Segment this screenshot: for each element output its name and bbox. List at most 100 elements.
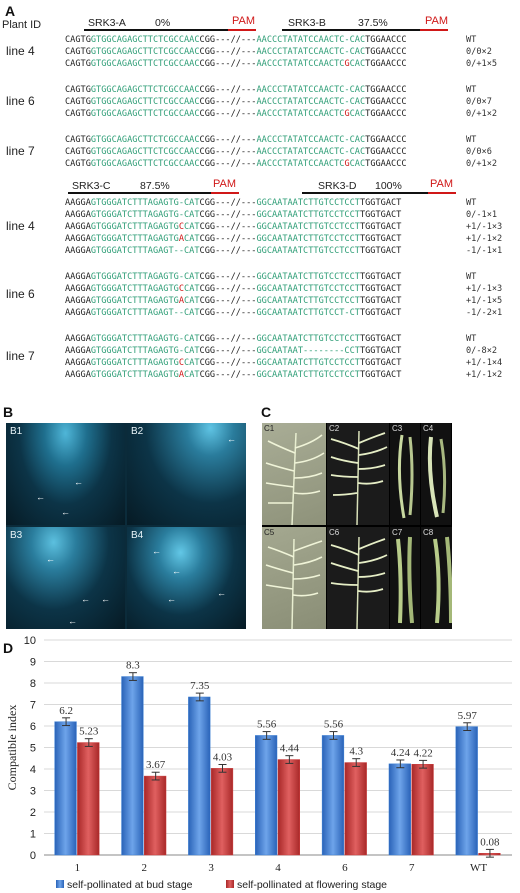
sequence-segment: ---//--- [215,346,257,356]
sequence-row: CAGTGGTGGCAGAGCTTCTCGCCAACCGG---//---AAC… [65,134,407,146]
sequence-segment: GTGGGATCTTTAGAGTG-CAT [90,272,200,282]
tile-label-b2: B2 [131,426,144,437]
arrow-icon: ← [172,566,181,576]
data-label: 0.08 [480,836,500,848]
silique-c6: C6 [327,527,389,629]
sequence-row: AAGGAGTGGGATCTTTAGAGTG-CATCGG---//---GGC… [65,345,401,357]
sequence-segment: CGG [199,272,216,282]
silique-c4: C4 [421,423,451,525]
sequence-segment: TGGTGACT [359,222,402,232]
tile-label-c3: C3 [392,424,403,433]
sequence-segment: G [344,59,350,69]
sequence-row: AAGGAGTGGGATCTTTAGAGT--CATCGG---//---GGC… [65,307,401,319]
y-tick-label: 3 [30,786,36,798]
sequence-segment: GTGGGATCTTTAGAGTG [90,296,179,306]
sequence-segment: CAC [349,159,366,169]
sequence-segment: AAGGA [65,296,91,306]
sequence-segment: TGGAACCC [365,159,407,169]
sequence-segment: AAGGA [65,210,91,220]
bar-bud-stage [255,735,278,856]
sequence-segment: CGG [199,246,216,256]
sequence-segment: CGG [199,370,216,380]
genotype-label: 0/+1×2 [466,159,498,169]
genotype-label: WT [466,35,477,45]
sequence-segment: GTGGGATCTTTAGAGTG [90,222,179,232]
sequence-segment: CGG [199,85,216,95]
data-label: 8.3 [126,660,140,672]
sequence-segment: GGCAATAATCTTGTCCTCCT [256,272,360,282]
sequence-segment: ---//--- [215,47,257,57]
tile-label-b4: B4 [131,530,144,541]
sequence-row: AAGGAGTGGGATCTTTAGAGTGCCATCGG---//---GGC… [65,357,401,369]
sequence-segment: GTGGGATCTTTAGAGTG [90,284,179,294]
legend-swatch [56,880,64,888]
sequence-segment: CAT [184,284,200,294]
data-label: 7.35 [190,680,210,692]
panel-b-micrographs: B1 ← ← ← B2 ← B3 ← ← ← ← B4 ← ← ← ← [6,423,246,629]
panel-a-letter: A [5,3,16,19]
x-tick-label: 6 [342,862,348,874]
sequence-row: CAGTGGTGGCAGAGCTTCTCGCCAACCGG---//---AAC… [65,46,407,58]
arrow-icon: ← [152,546,161,556]
sequence-segment: CAGTG [65,35,91,45]
genotype-label: WT [466,272,477,282]
pam-underline-a [228,29,256,31]
sequence-segment: ---//--- [215,159,257,169]
silique-c7: C7 [390,527,420,629]
genotype-label: -1/-2×1 [466,308,503,318]
genotype-label: 0/0×2 [466,47,492,57]
srk3b-percent: 37.5% [358,17,388,29]
sequence-row: AAGGAGTGGGATCTTTAGAGTGCCATCGG---//---GGC… [65,283,401,295]
genotype-label: +1/-1×5 [466,296,503,306]
sequence-segment: ---//--- [215,334,257,344]
sequence-segment: ---//--- [215,210,257,220]
sequence-row: CAGTGGTGGCAGAGCTTCTCGCCAACCGG---//---AAC… [65,34,407,46]
silique-c2: C2 [327,423,389,525]
micrograph-b3: B3 ← ← ← ← [6,527,125,629]
bar-bud-stage [455,726,478,856]
sequence-row: AAGGAGTGGGATCTTTAGAGTGCCATCGG---//---GGC… [65,221,401,233]
sequence-segment: GTGGCAGAGCTTCTCGCCAAC [90,59,200,69]
bar-flowering-stage [411,764,434,856]
sequence-segment: CAGTG [65,59,91,69]
sequence-segment: CAGTG [65,135,91,145]
sequence-segment: CAGTG [65,109,91,119]
sequence-segment: TGGTGACT [359,246,402,256]
sequence-segment: GGCAATAAT--------CCT [256,346,360,356]
x-tick-label: 2 [142,862,148,874]
sequence-segment: AACCCTATATCCAACTC [256,59,345,69]
srk3d-percent: 100% [375,180,402,192]
sequence-segment: TGGTGACT [359,210,402,220]
sequence-segment: GGCAATAATCTTGTCCTCCT [256,222,360,232]
sequence-segment: AAGGA [65,198,91,208]
sequence-segment: AACCCTATATCCAACTC-CAC [256,97,366,107]
sequence-segment: GTGGGATCTTTAGAGTG [90,234,179,244]
sequence-row: CAGTGGTGGCAGAGCTTCTCGCCAACCGG---//---AAC… [65,108,407,120]
silique-c3: C3 [390,423,420,525]
y-tick-label: 1 [30,829,36,841]
sequence-segment: CGG [199,222,216,232]
bar-flowering-stage [144,775,167,856]
data-label: 6.2 [59,705,73,717]
sequence-segment: CAT [184,358,200,368]
sequence-segment: GGCAATAATCTTGTCCTCCT [256,296,360,306]
sequence-segment: GTGGCAGAGCTTCTCGCCAAC [90,159,200,169]
arrow-icon: ← [46,554,55,564]
sequence-segment: ---//--- [215,358,257,368]
sequence-segment: TGGAACCC [365,109,407,119]
data-label: 3.67 [146,759,166,771]
sequence-segment: GTGGGATCTTTAGAGTG [90,370,179,380]
pam-label-b: PAM [425,15,449,27]
data-label: 5.56 [257,719,277,731]
srk3b-label: SRK3-B [288,17,326,29]
compatible-index-chart: 0 1 2 3 4 5 6 7 8 9 10 Compatible index 6.2 5.23 1 8.3 3… [5,635,512,891]
silique-c1: C1 [262,423,326,525]
sequence-segment: G [344,159,350,169]
sequence-segment: CAGTG [65,97,91,107]
sequence-segment: AAGGA [65,346,91,356]
sequence-segment: AAGGA [65,284,91,294]
sequence-segment: CGG [199,147,216,157]
plant-stem-icon [330,536,388,629]
plant-id-label: Plant ID [2,19,42,31]
sequence-segment: ---//--- [215,147,257,157]
